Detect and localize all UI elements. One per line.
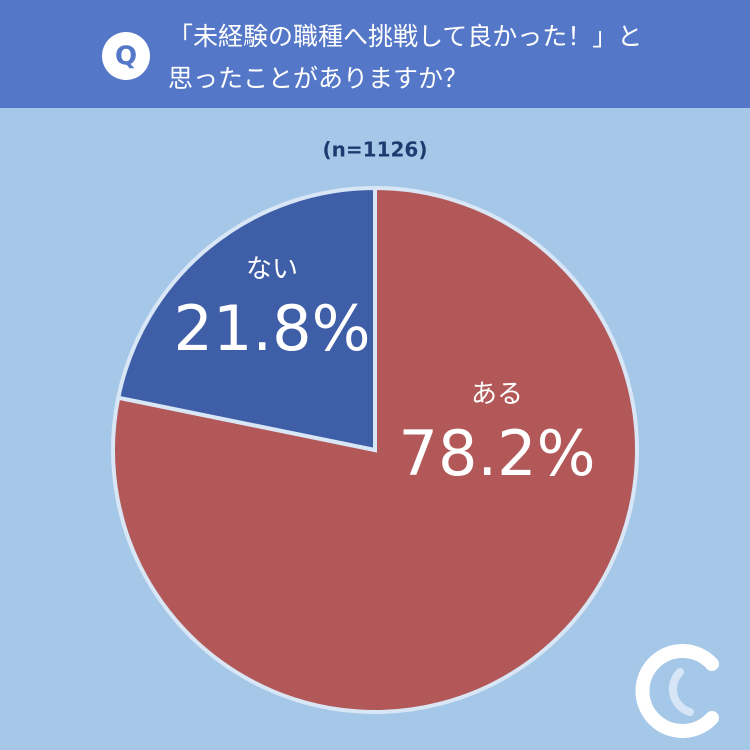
pie-slice [111, 185, 639, 714]
slice-value: 78.2% [399, 417, 596, 490]
logo-arc [668, 668, 694, 716]
chart-title: 「未経験の職種へ挑戦して良かった！」と [168, 22, 642, 51]
slice-value: 21.8% [174, 292, 371, 365]
slice-name: ない [246, 255, 298, 285]
chart-title: 思ったことがありますか？ [168, 64, 468, 93]
chart-subtitle: (n=1126) [323, 138, 428, 162]
pie-slice [115, 185, 377, 453]
logo-arc [635, 644, 719, 738]
logo [635, 644, 719, 738]
slice-name: ある [471, 380, 523, 410]
badge-text: Q [115, 42, 137, 72]
badge-circle [102, 32, 150, 80]
